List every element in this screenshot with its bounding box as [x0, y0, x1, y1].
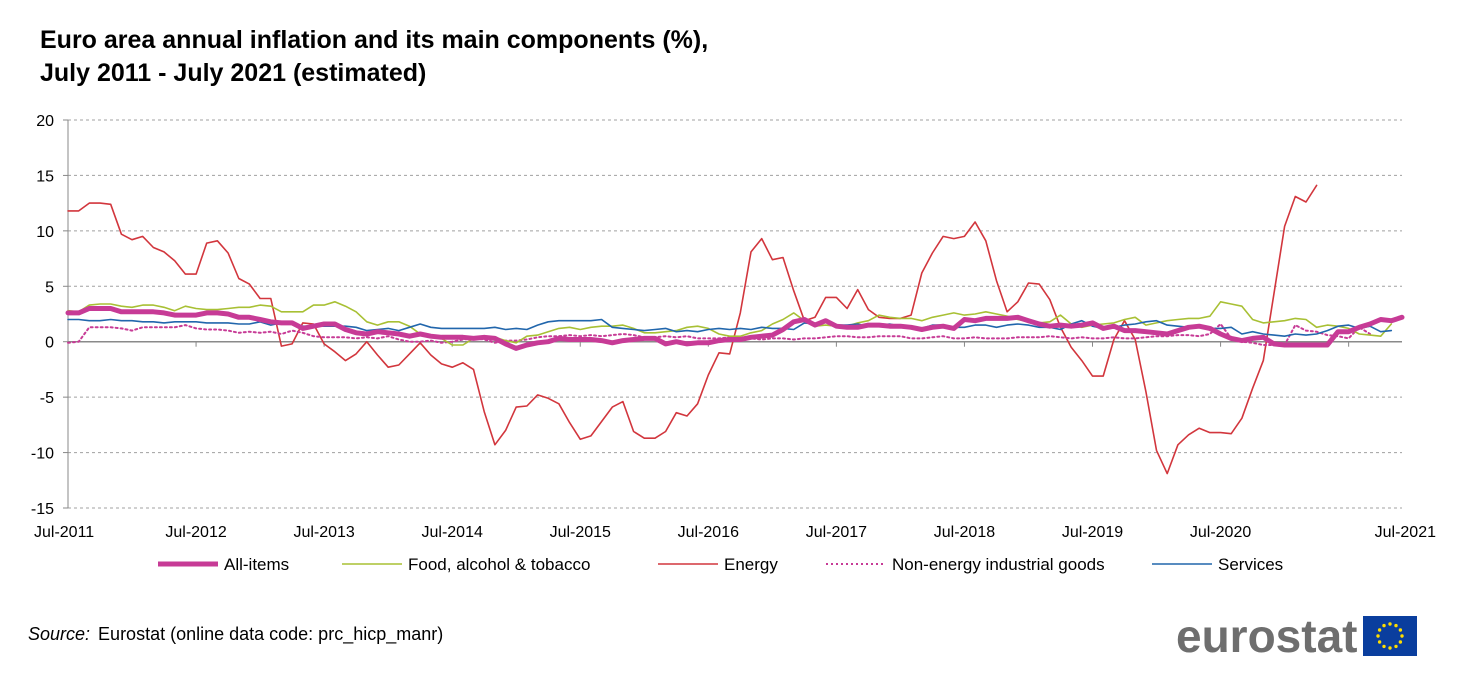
y-tick-label: -5	[40, 390, 54, 407]
y-tick-label: 5	[45, 279, 54, 296]
series-lines	[65, 184, 1405, 475]
x-tick-label: Jul-2021	[1375, 524, 1436, 541]
x-tick-label: Jul-2014	[422, 524, 483, 541]
eurostat-logo: eurostat	[1176, 610, 1418, 662]
y-tick-label: -15	[31, 501, 54, 518]
grid-lines	[68, 119, 1402, 509]
legend-label-non-energy: Non-energy industrial goods	[892, 555, 1105, 574]
legend-label-services: Services	[1218, 555, 1283, 574]
chart-title-line-2: July 2011 - July 2021 (estimated)	[40, 59, 427, 87]
x-tick-label: Jul-2020	[1190, 524, 1251, 541]
series-line-all-items	[65, 306, 1405, 351]
legend-label-energy: Energy	[724, 555, 778, 574]
y-tick-label: 15	[36, 168, 54, 185]
legend-label-food: Food, alcohol & tobacco	[408, 555, 590, 574]
chart-title: Euro area annual inflation and its main …	[40, 24, 708, 90]
x-tick-label: Jul-2016	[678, 524, 739, 541]
eu-flag-icon	[1363, 616, 1418, 656]
eurostat-logo-text: eurostat	[1176, 610, 1358, 662]
y-tick-label: 10	[36, 224, 54, 241]
x-tick-label: Jul-2018	[934, 524, 995, 541]
x-tick-label: Jul-2013	[293, 524, 354, 541]
y-axis-ticks: -15 -10 -5 0 5 10 15 20	[31, 113, 69, 518]
legend: All-items Food, alcohol & tobacco Energy No…	[158, 555, 1283, 574]
legend-label-all-items: All-items	[224, 555, 289, 574]
x-tick-label: Jul-2019	[1062, 524, 1123, 541]
source-note: Source: Eurostat (online data code: prc_h…	[28, 624, 443, 645]
x-tick-label: Jul-2015	[550, 524, 611, 541]
x-axis: Jul-2011 Jul-2012 Jul-2013 Jul-2014 Jul-2015…	[34, 340, 1436, 541]
x-tick-label: Jul-2017	[806, 524, 867, 541]
chart-title-line-1: Euro area annual inflation and its main …	[40, 26, 709, 54]
y-tick-label: -10	[31, 446, 54, 463]
series-line-food	[67, 300, 1393, 346]
y-tick-label: 20	[36, 113, 54, 130]
x-tick-label: Jul-2011	[34, 524, 94, 541]
source-text: Eurostat (online data code: prc_hicp_man…	[98, 624, 444, 644]
y-tick-label: 0	[45, 335, 54, 352]
x-tick-label: Jul-2012	[165, 524, 226, 541]
source-label: Source:	[28, 624, 91, 644]
